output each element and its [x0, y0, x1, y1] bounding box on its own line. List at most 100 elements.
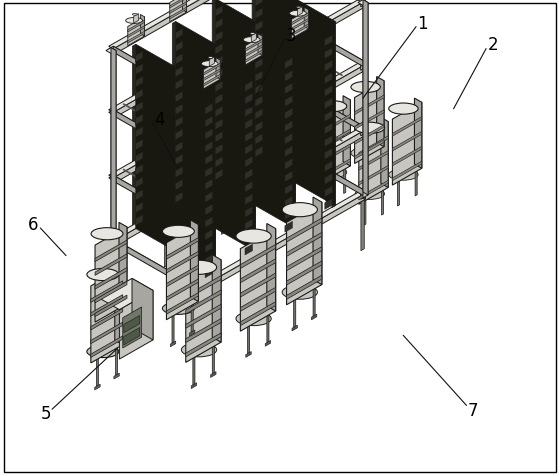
Polygon shape — [113, 47, 197, 101]
Ellipse shape — [282, 286, 318, 299]
Polygon shape — [216, 0, 295, 229]
Polygon shape — [170, 341, 176, 347]
Ellipse shape — [91, 305, 123, 317]
Ellipse shape — [355, 189, 385, 200]
Polygon shape — [245, 37, 262, 66]
Polygon shape — [305, 226, 309, 283]
Ellipse shape — [290, 11, 306, 17]
Polygon shape — [281, 80, 365, 134]
Polygon shape — [246, 352, 251, 357]
Polygon shape — [240, 302, 276, 326]
Ellipse shape — [250, 34, 255, 35]
Polygon shape — [245, 94, 253, 105]
Polygon shape — [205, 217, 213, 228]
Polygon shape — [255, 84, 263, 95]
Polygon shape — [240, 259, 276, 283]
Polygon shape — [195, 97, 200, 291]
Polygon shape — [245, 207, 253, 218]
Polygon shape — [193, 287, 197, 296]
Polygon shape — [285, 209, 292, 220]
Polygon shape — [354, 140, 384, 160]
Polygon shape — [215, 7, 223, 18]
Polygon shape — [91, 322, 123, 344]
Polygon shape — [91, 309, 123, 330]
Polygon shape — [359, 151, 388, 171]
Polygon shape — [360, 159, 362, 185]
Polygon shape — [109, 143, 281, 242]
Polygon shape — [277, 143, 281, 152]
Polygon shape — [354, 110, 384, 130]
Polygon shape — [277, 80, 281, 89]
Polygon shape — [95, 384, 100, 390]
Polygon shape — [245, 132, 253, 143]
Polygon shape — [393, 132, 422, 152]
Ellipse shape — [351, 148, 380, 159]
Polygon shape — [136, 190, 143, 201]
Polygon shape — [325, 99, 332, 109]
Polygon shape — [132, 279, 153, 340]
Polygon shape — [245, 182, 253, 193]
Polygon shape — [359, 181, 388, 200]
Polygon shape — [245, 81, 253, 92]
Polygon shape — [398, 181, 399, 207]
Ellipse shape — [208, 58, 213, 60]
Polygon shape — [285, 121, 292, 132]
Polygon shape — [304, 8, 309, 30]
Polygon shape — [359, 137, 388, 156]
Polygon shape — [186, 290, 221, 314]
Polygon shape — [245, 245, 253, 256]
Polygon shape — [205, 268, 213, 278]
Polygon shape — [285, 71, 292, 82]
Polygon shape — [175, 105, 183, 116]
Polygon shape — [95, 228, 127, 322]
Ellipse shape — [355, 123, 385, 134]
Polygon shape — [175, 79, 183, 90]
Polygon shape — [285, 159, 292, 170]
Polygon shape — [281, 0, 365, 5]
Polygon shape — [321, 115, 351, 134]
Polygon shape — [186, 305, 221, 328]
Polygon shape — [106, 49, 116, 54]
Polygon shape — [175, 92, 183, 103]
Polygon shape — [297, 8, 302, 17]
Ellipse shape — [91, 228, 123, 240]
Polygon shape — [205, 104, 213, 115]
Ellipse shape — [296, 7, 301, 9]
Polygon shape — [99, 279, 153, 310]
Polygon shape — [111, 51, 116, 247]
Polygon shape — [279, 0, 284, 150]
Polygon shape — [115, 347, 118, 376]
Polygon shape — [205, 117, 213, 128]
Polygon shape — [255, 97, 263, 108]
Polygon shape — [205, 167, 213, 178]
Polygon shape — [325, 36, 332, 47]
Polygon shape — [95, 282, 127, 303]
Polygon shape — [95, 240, 127, 262]
Text: 7: 7 — [468, 401, 478, 419]
Polygon shape — [186, 276, 221, 300]
Polygon shape — [292, 45, 295, 231]
Polygon shape — [245, 169, 253, 180]
Text: 2: 2 — [488, 36, 498, 54]
Polygon shape — [141, 15, 144, 37]
Polygon shape — [113, 239, 197, 293]
Polygon shape — [118, 333, 124, 338]
Polygon shape — [113, 146, 281, 248]
Polygon shape — [292, 10, 309, 40]
Polygon shape — [212, 0, 216, 186]
Polygon shape — [205, 255, 213, 266]
Polygon shape — [245, 40, 262, 52]
Polygon shape — [211, 372, 216, 377]
Polygon shape — [325, 136, 332, 147]
Polygon shape — [325, 187, 332, 198]
Polygon shape — [205, 154, 213, 165]
Polygon shape — [205, 129, 213, 140]
Polygon shape — [101, 317, 102, 346]
Ellipse shape — [389, 104, 418, 115]
Polygon shape — [109, 15, 281, 113]
Polygon shape — [377, 149, 379, 175]
Polygon shape — [215, 169, 223, 180]
Polygon shape — [414, 99, 422, 169]
Polygon shape — [287, 218, 322, 243]
Polygon shape — [193, 159, 197, 167]
